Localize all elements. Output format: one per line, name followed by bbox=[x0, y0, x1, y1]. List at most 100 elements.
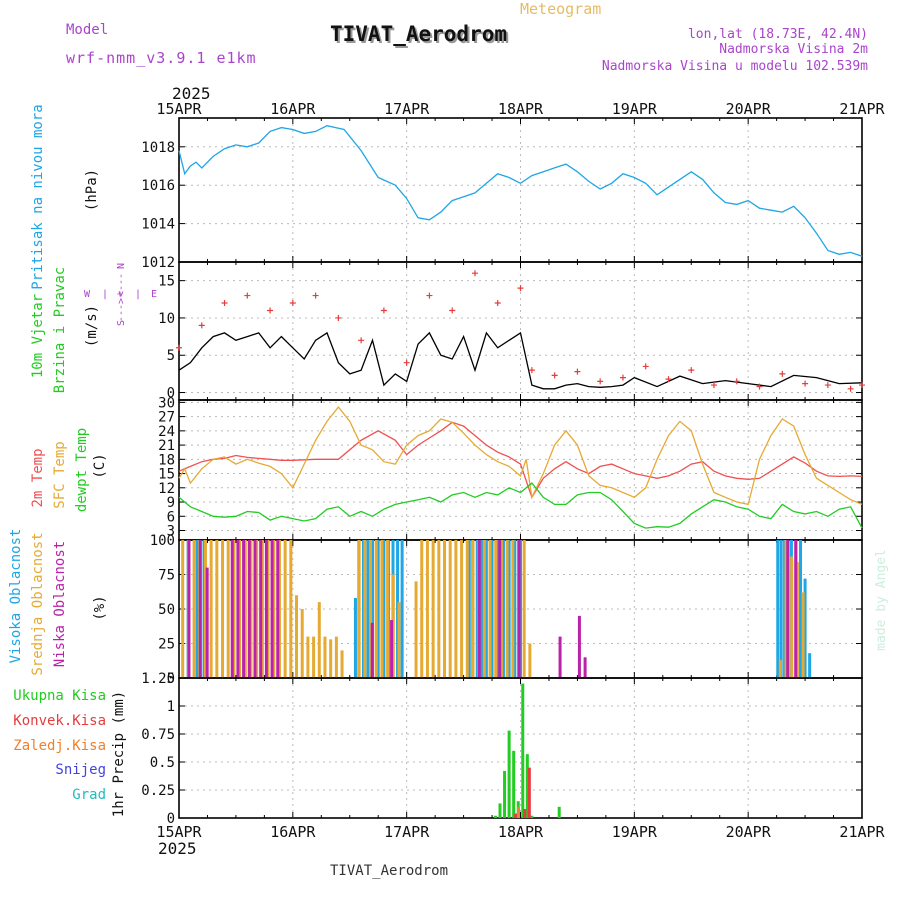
wind-unit: (m/s) bbox=[84, 305, 100, 347]
gust-marker bbox=[756, 383, 763, 390]
dewpt-temp-label: dewpt Temp bbox=[74, 428, 90, 512]
srednja-oblacnost-bar bbox=[266, 540, 270, 678]
srednja-oblacnost-bar bbox=[437, 540, 441, 678]
credit-watermark: made by Angel bbox=[874, 549, 889, 651]
station-title: TIVAT_Aerodrom bbox=[330, 22, 507, 46]
srednja-oblacnost-bar bbox=[249, 540, 253, 678]
x-axis-bottom: 15APR 16APR 17APR 18APR 19APR 20APR 21APR bbox=[156, 823, 885, 841]
visoka-oblacnost-bar bbox=[371, 540, 375, 678]
2m-temp-line bbox=[178, 421, 863, 499]
gust-marker bbox=[847, 385, 854, 392]
compass-arrow-down: ---> bbox=[116, 298, 127, 322]
gust-marker bbox=[802, 380, 809, 387]
srednja-oblacnost-bar bbox=[300, 609, 304, 678]
visoka-oblacnost-bar bbox=[513, 540, 517, 678]
xtick-label-bottom: 20APR bbox=[726, 823, 772, 841]
sfc-temp-line bbox=[178, 406, 863, 506]
legend-conv-rain: Konvek.Kisa bbox=[13, 713, 106, 729]
gust-marker bbox=[198, 322, 205, 329]
srednja-oblacnost-bar bbox=[482, 540, 486, 678]
pressure-ytick-label: 1014 bbox=[141, 217, 175, 233]
cloud-ytick-label: 0 bbox=[167, 671, 175, 687]
srednja-oblacnost-bar bbox=[317, 602, 321, 678]
temperature-ytick-label: 3 bbox=[167, 524, 175, 540]
niska-oblacnost-bar bbox=[236, 540, 240, 678]
model-elevation: Nadmorska Visina u modelu 102.539m bbox=[602, 59, 868, 74]
srednja-oblacnost-bar bbox=[277, 540, 281, 678]
ukupna-kisa-bar bbox=[512, 750, 516, 818]
temperature-unit: (C) bbox=[92, 453, 108, 478]
konvek-kisa-bar bbox=[523, 809, 527, 818]
srednja-oblacnost-bar bbox=[283, 540, 287, 678]
srednja-oblacnost-bar bbox=[528, 643, 532, 678]
gust-marker bbox=[267, 307, 274, 314]
xtick-label-bottom: 17APR bbox=[384, 823, 430, 841]
srednja-oblacnost-bar bbox=[232, 540, 236, 678]
niska-oblacnost-bar bbox=[187, 540, 191, 678]
gust-marker bbox=[824, 382, 831, 389]
gust-marker bbox=[289, 300, 296, 307]
srednja-oblacnost-bar bbox=[448, 540, 452, 678]
gust-marker bbox=[597, 378, 604, 385]
niska-oblacnost-bar bbox=[517, 540, 521, 678]
temp2m-label: 2m Temp bbox=[30, 448, 46, 507]
gust-marker bbox=[528, 367, 535, 374]
srednja-oblacnost-bar bbox=[203, 540, 207, 678]
visoka-oblacnost-bar bbox=[480, 540, 484, 678]
srednja-oblacnost-bar bbox=[312, 636, 316, 678]
precipitation-ytick-label: 0.5 bbox=[150, 755, 175, 771]
gust-marker bbox=[335, 314, 342, 321]
visoka-oblacnost-bar bbox=[353, 597, 357, 678]
srednja-oblacnost-bar bbox=[784, 540, 788, 678]
visoka-oblacnost-bar bbox=[195, 540, 199, 678]
konvek-kisa-bar bbox=[514, 813, 518, 818]
pritisak-na-nivou-mora-line bbox=[178, 125, 863, 257]
xtick-label-top: 19APR bbox=[612, 100, 658, 118]
precipitation-ytick-label: 0.25 bbox=[141, 783, 175, 799]
wind-panel: 0 5 10 15 bbox=[158, 261, 865, 402]
srednja-oblacnost-bar bbox=[334, 636, 338, 678]
precipitation-ytick-label: 0.75 bbox=[141, 727, 175, 743]
niska-oblacnost-bar bbox=[477, 540, 481, 678]
srednja-oblacnost-bar bbox=[323, 636, 327, 678]
gust-marker bbox=[665, 376, 672, 383]
visoka-oblacnost-bar bbox=[366, 540, 370, 678]
gust-marker bbox=[176, 344, 182, 351]
gust-marker bbox=[779, 370, 786, 377]
precip-legend: Ukupna Kisa Konvek.Kisa Zaledj.Kisa Snij… bbox=[13, 688, 127, 817]
niska-oblacnost-bar bbox=[230, 540, 234, 678]
xtick-label-top: 15APR bbox=[156, 100, 202, 118]
precipitation-ytick-label: 1.25 bbox=[141, 671, 175, 687]
temperature-ytick-label: 21 bbox=[158, 438, 175, 454]
niska-oblacnost-bar bbox=[276, 540, 280, 678]
wind-label-2: Brzina i Pravac bbox=[52, 267, 68, 393]
pressure-panel: 1012 1014 1016 1018 bbox=[141, 117, 863, 271]
xtick-label-bottom: 18APR bbox=[498, 823, 544, 841]
gust-marker bbox=[380, 307, 387, 314]
srednja-oblacnost-bar bbox=[460, 540, 464, 678]
gust-marker bbox=[619, 374, 626, 381]
wind-ytick-label: 5 bbox=[167, 348, 175, 364]
low-cloud-label: Niska Oblacnost bbox=[52, 541, 68, 667]
wind-ylabel: 10m Vjetar Brzina i Pravac (m/s) N <--- … bbox=[30, 263, 157, 393]
niska-oblacnost-bar bbox=[205, 567, 209, 678]
gust-marker bbox=[711, 382, 718, 389]
gust-marker bbox=[221, 300, 228, 307]
cloud-ytick-label: 100 bbox=[150, 533, 175, 549]
niska-oblacnost-bar bbox=[498, 540, 502, 678]
x-axis-top: 15APR 16APR 17APR 18APR 19APR 20APR 21APR bbox=[156, 100, 885, 118]
niska-oblacnost-bar bbox=[242, 540, 246, 678]
srednja-oblacnost-bar bbox=[505, 540, 509, 678]
station-elevation: Nadmorska Visina 2m bbox=[719, 42, 868, 57]
visoka-oblacnost-bar bbox=[490, 540, 494, 678]
ukupna-kisa-bar bbox=[525, 754, 529, 818]
xtick-label-top: 16APR bbox=[270, 100, 316, 118]
xtick-label-bottom: 19APR bbox=[612, 823, 658, 841]
sfc-temp-label: SFC Temp bbox=[52, 441, 68, 508]
location-coordinates: lon,lat (18.73E, 42.4N) bbox=[688, 27, 868, 42]
xtick-label-bottom: 21APR bbox=[839, 823, 885, 841]
srednja-oblacnost-bar bbox=[260, 540, 264, 678]
srednja-oblacnost-bar bbox=[391, 574, 395, 678]
year-top: 2025 bbox=[172, 84, 211, 103]
high-cloud-label: Visoka Oblacnost bbox=[8, 529, 24, 664]
